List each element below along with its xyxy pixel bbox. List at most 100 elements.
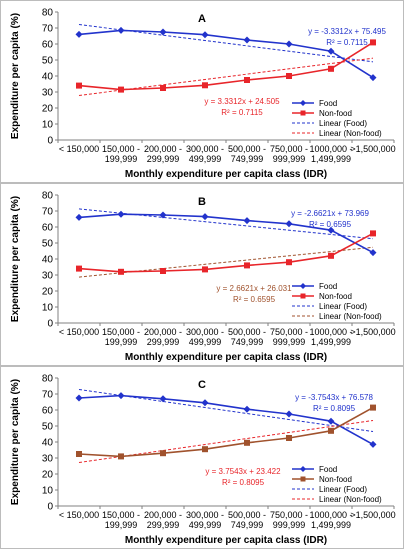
y-tick-label: 10 bbox=[42, 303, 54, 314]
series-line-food bbox=[78, 29, 374, 79]
legend-label: Food bbox=[319, 465, 337, 474]
series-line-food bbox=[78, 394, 374, 446]
data-point-food bbox=[201, 399, 209, 407]
y-tick-label: 20 bbox=[42, 104, 54, 115]
y-tick-label: 60 bbox=[42, 406, 54, 417]
data-point-food bbox=[75, 30, 83, 38]
panel-label: A bbox=[198, 13, 206, 25]
x-tick-label: 500,000 -749,999 bbox=[228, 510, 266, 530]
data-point-food bbox=[159, 395, 167, 403]
legend-label: Linear (Non-food) bbox=[319, 129, 382, 138]
data-point-food bbox=[117, 210, 125, 218]
y-tick-label: 40 bbox=[42, 72, 54, 83]
legend-marker bbox=[300, 293, 306, 299]
trendline-nonfood bbox=[78, 246, 374, 278]
data-point-nonfood bbox=[370, 404, 376, 411]
x-tick-label: 300,000 -499,999 bbox=[186, 144, 224, 164]
y-tick-label: 0 bbox=[47, 319, 53, 330]
data-point-nonfood bbox=[202, 266, 208, 273]
y-axis-title: Expenditure per capita (%) bbox=[10, 196, 21, 322]
equation-nonfood: y = 3.7543x + 23.422 bbox=[205, 467, 281, 476]
data-point-nonfood bbox=[328, 252, 334, 259]
legend-marker bbox=[300, 283, 306, 289]
data-point-nonfood bbox=[286, 73, 292, 79]
legend-label: Food bbox=[319, 99, 337, 108]
x-tick-label: 750,000 -999,999 bbox=[270, 510, 308, 530]
x-axis-title: Monthly expenditure per capita class (ID… bbox=[125, 535, 327, 546]
y-axis-title: Expenditure per capita (%) bbox=[10, 13, 21, 139]
series-line-food bbox=[78, 213, 374, 254]
equation-nonfood: y = 2.6621x + 26.031 bbox=[216, 284, 292, 293]
data-point-food bbox=[369, 249, 377, 257]
data-point-food bbox=[75, 394, 83, 402]
data-point-nonfood bbox=[118, 453, 124, 460]
x-tick-label: 200,000 -299,999 bbox=[144, 327, 182, 347]
x-axis-title: Monthly expenditure per capita class (ID… bbox=[125, 352, 327, 363]
data-point-nonfood bbox=[160, 450, 166, 457]
x-tick-label: 1000,000 -1,499,999 bbox=[309, 510, 352, 530]
legend-label: Non-food bbox=[319, 109, 352, 118]
y-tick-label: 10 bbox=[42, 486, 54, 497]
r-squared-food: R² = 0.7115 bbox=[326, 38, 368, 47]
y-tick-label: 40 bbox=[42, 255, 54, 266]
y-tick-label: 80 bbox=[42, 191, 54, 202]
panel-frame bbox=[0, 0, 404, 183]
data-point-nonfood bbox=[244, 439, 250, 446]
data-point-nonfood bbox=[76, 265, 82, 272]
series-line-nonfood bbox=[78, 406, 374, 458]
legend-marker bbox=[300, 466, 306, 472]
r-squared-food: R² = 0.6595 bbox=[309, 220, 352, 229]
data-point-food bbox=[285, 40, 293, 48]
data-point-food bbox=[75, 213, 83, 221]
x-tick-label: < 150,000 bbox=[59, 144, 99, 154]
data-point-nonfood bbox=[202, 82, 208, 89]
y-tick-label: 70 bbox=[42, 207, 54, 218]
data-point-food bbox=[285, 410, 293, 418]
trendline-nonfood bbox=[78, 57, 374, 96]
y-tick-label: 60 bbox=[42, 40, 54, 51]
data-point-nonfood bbox=[76, 451, 82, 457]
panel-label: B bbox=[198, 196, 206, 208]
x-tick-label: 150,000 -199,999 bbox=[102, 510, 140, 530]
data-point-food bbox=[201, 31, 209, 39]
data-point-nonfood bbox=[202, 446, 208, 453]
x-tick-label: 300,000 -499,999 bbox=[186, 327, 224, 347]
trendline-food bbox=[78, 388, 374, 433]
y-tick-label: 40 bbox=[42, 438, 54, 449]
y-tick-label: 10 bbox=[42, 120, 54, 131]
chart-svg: A 0 10 20 30 40 50 60 70 80 < 150,000 150,000 -199,… bbox=[0, 0, 404, 183]
legend-label: Linear (Non-food) bbox=[319, 495, 382, 504]
legend-label: Linear (Food) bbox=[319, 302, 367, 311]
y-tick-label: 30 bbox=[42, 271, 54, 282]
legend-label: Food bbox=[319, 282, 337, 291]
legend-label: Linear (Non-food) bbox=[319, 312, 382, 321]
x-tick-label: < 150,000 bbox=[59, 510, 99, 520]
data-point-food bbox=[117, 392, 125, 400]
series-line-nonfood bbox=[78, 232, 374, 273]
y-tick-label: 20 bbox=[42, 470, 54, 481]
panel-frame bbox=[0, 183, 404, 366]
data-point-nonfood bbox=[328, 427, 334, 434]
data-point-nonfood bbox=[370, 39, 376, 46]
trendline-food bbox=[78, 24, 374, 63]
data-point-food bbox=[327, 417, 335, 425]
legend-label: Linear (Food) bbox=[319, 119, 367, 128]
data-point-food bbox=[159, 211, 167, 219]
data-point-food bbox=[243, 405, 251, 413]
y-tick-label: 0 bbox=[47, 136, 53, 147]
data-point-nonfood bbox=[160, 85, 166, 91]
y-tick-label: 0 bbox=[47, 502, 53, 513]
chart-panel-c: C 0 10 20 30 40 50 60 70 80 < 150,000 150,000 -199,… bbox=[0, 366, 404, 549]
series-line-nonfood bbox=[78, 41, 374, 91]
trendline-nonfood bbox=[78, 419, 374, 464]
data-point-food bbox=[201, 213, 209, 221]
x-tick-label: >1,500,000 bbox=[350, 144, 395, 154]
y-tick-label: 80 bbox=[42, 374, 54, 385]
data-point-nonfood bbox=[160, 268, 166, 274]
y-tick-label: 20 bbox=[42, 287, 54, 298]
x-tick-label: >1,500,000 bbox=[350, 327, 395, 337]
x-tick-label: 750,000 -999,999 bbox=[270, 327, 308, 347]
